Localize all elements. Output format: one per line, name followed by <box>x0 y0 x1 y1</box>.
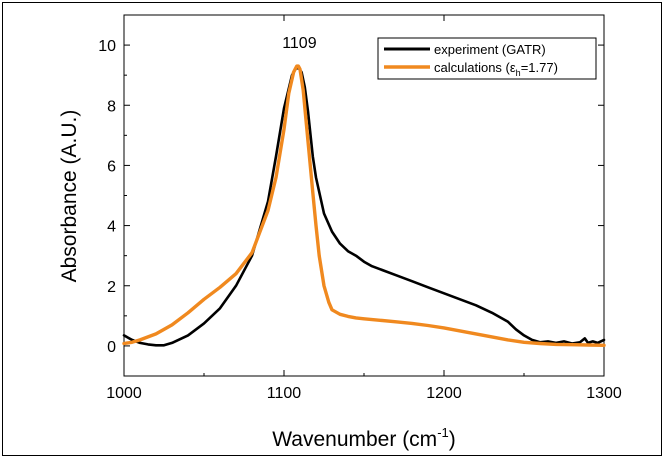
series-layer <box>122 64 606 347</box>
y-tick-label: 10 <box>98 38 116 55</box>
legend-calc-sub: h <box>516 68 521 78</box>
x-tick-label: 1300 <box>586 385 622 402</box>
y-axis-label: Absorbance (A.U.) <box>58 110 81 283</box>
x-tick-label: 1200 <box>426 385 462 402</box>
legend: experiment (GATR) calculations (εh=1.77) <box>377 37 597 80</box>
y-tick-label: 0 <box>107 339 116 356</box>
x-tick-label: 1100 <box>267 385 302 402</box>
legend-box <box>377 37 597 80</box>
y-tick-label: 6 <box>107 158 116 175</box>
legend-calc-name: calculations (ε <box>434 60 516 75</box>
legend-calc-tail: =1.77) <box>521 60 558 75</box>
y-tick-label: 4 <box>107 219 116 236</box>
x-axis-label-sup: -1 <box>437 425 449 440</box>
axis-ticks: 1000 1100 1200 1300 0 2 4 6 8 10 <box>98 14 622 402</box>
legend-label-experiment: experiment (GATR) <box>434 42 546 57</box>
x-tick-label: 1000 <box>106 385 142 402</box>
y-tick-label: 8 <box>107 98 116 115</box>
series-line-calculations <box>122 64 606 347</box>
x-axis-label-main: Wavenumber (cm <box>272 428 437 451</box>
legend-label-calculations: calculations (εh=1.77) <box>434 60 558 78</box>
x-axis-label-tail: ) <box>449 428 456 451</box>
peak-annotation: 1109 <box>282 35 317 52</box>
x-axis-label: Wavenumber (cm-1) <box>272 425 456 451</box>
y-tick-label: 2 <box>107 279 116 296</box>
series-line-experiment <box>122 66 606 347</box>
